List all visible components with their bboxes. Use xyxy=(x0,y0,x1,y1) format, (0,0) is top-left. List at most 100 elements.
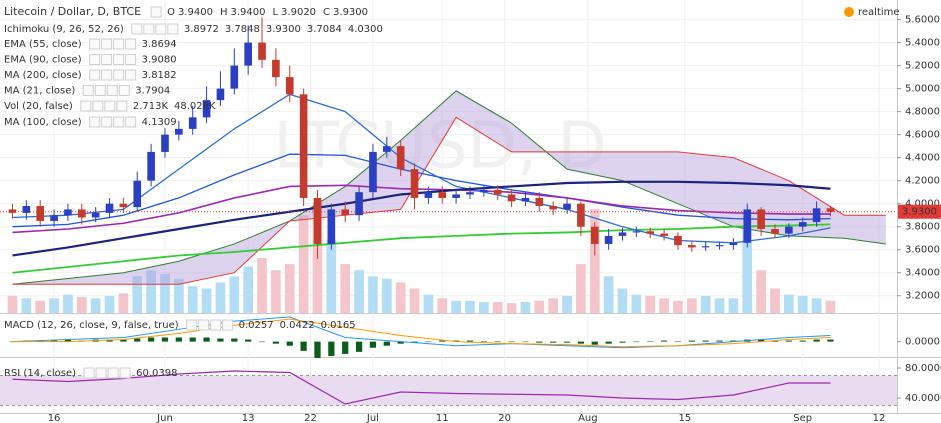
legend-button xyxy=(186,319,198,331)
macd-histogram-bar xyxy=(508,341,515,343)
candle-body xyxy=(77,209,86,218)
volume-bar xyxy=(700,295,711,313)
legend-button xyxy=(125,54,137,65)
candle-body xyxy=(258,42,266,60)
volume-bar xyxy=(659,298,669,313)
macd-histogram-bar xyxy=(355,341,363,352)
legend-name: MA (200, close) xyxy=(4,70,82,81)
macd-histogram-bar xyxy=(799,340,806,342)
ichimoku-cloud xyxy=(12,90,886,285)
legend-button xyxy=(107,367,119,379)
legend-value: 2.713K xyxy=(133,101,169,112)
candle-body xyxy=(549,205,557,210)
candle-body xyxy=(8,209,17,213)
volume-bar xyxy=(271,270,281,313)
macd-histogram-bar xyxy=(522,341,529,343)
macd-histogram-bar xyxy=(383,341,390,346)
macd-histogram-bar xyxy=(702,340,709,342)
y-tick-label: 40.0000 xyxy=(905,393,941,404)
quote-key: H xyxy=(220,7,228,18)
x-tick-label: 11 xyxy=(436,413,449,423)
legend-button xyxy=(92,100,104,112)
candle-body xyxy=(618,232,627,236)
candle-body xyxy=(410,169,419,198)
macd-histogram-bar xyxy=(466,340,474,342)
candle-body xyxy=(480,189,488,193)
candle-body xyxy=(452,194,460,198)
macd-histogram-bar xyxy=(425,341,432,343)
macd-histogram-bar xyxy=(494,341,501,342)
y-tick-label: 3.6000 xyxy=(905,245,940,256)
macd-histogram-bar xyxy=(619,341,626,343)
candle-body xyxy=(355,192,363,216)
candle-body xyxy=(590,226,599,244)
legend-name: Vol (20, false) xyxy=(4,101,73,112)
candle-body xyxy=(798,222,807,227)
candle-body xyxy=(91,212,100,218)
last-price-label: 3.9300 xyxy=(902,207,937,218)
candle-body xyxy=(50,215,58,221)
x-tick-label: Jul xyxy=(366,413,379,423)
candle-body xyxy=(327,209,336,244)
quote-value: 3.9300 xyxy=(333,7,368,18)
volume-bar xyxy=(756,270,766,313)
candle-body xyxy=(646,231,655,234)
candle-body xyxy=(715,245,724,247)
legend-button xyxy=(104,100,116,112)
macd-histogram-bar xyxy=(563,341,571,343)
candle-body xyxy=(175,128,183,135)
macd-histogram-bar xyxy=(674,341,682,342)
legend-name: Ichimoku (9, 26, 52, 26) xyxy=(4,24,124,35)
legend-button xyxy=(83,367,95,379)
candle-body xyxy=(313,197,322,244)
realtime-icon xyxy=(844,7,854,17)
volume-bar xyxy=(160,273,170,313)
volume-bar xyxy=(257,257,267,313)
legend-button xyxy=(118,85,130,96)
candle-body xyxy=(133,180,142,208)
x-tick-label: 15 xyxy=(679,413,692,423)
x-tick-label: 20 xyxy=(498,413,511,423)
y-tick-label: 5.0000 xyxy=(905,84,940,95)
volume-bar xyxy=(395,282,406,313)
legend-button xyxy=(113,54,125,65)
macd-histogram-bar xyxy=(453,340,460,342)
legend-value: 0.0165 xyxy=(321,320,356,331)
macd-histogram-bar xyxy=(272,341,280,344)
volume-bar xyxy=(520,301,531,313)
legend-button xyxy=(125,38,137,50)
volume-bar xyxy=(479,301,489,313)
candle-body xyxy=(493,189,502,195)
ichimoku-span-a xyxy=(12,90,886,285)
legend-button xyxy=(80,100,92,112)
legend-button xyxy=(106,85,118,96)
candle-body xyxy=(119,203,128,208)
candle-body xyxy=(577,203,585,227)
legend-button xyxy=(89,69,101,81)
volume-bar xyxy=(284,264,295,313)
candle-body xyxy=(535,197,544,206)
volume-bar xyxy=(381,278,392,313)
candle-body xyxy=(244,42,252,66)
ichimoku-span-b xyxy=(12,116,886,285)
volume-bar xyxy=(368,276,378,313)
candle-body xyxy=(757,209,765,229)
volume-bar xyxy=(437,298,448,313)
y-tick-label: 5.6000 xyxy=(905,15,940,26)
macd-histogram-bar xyxy=(827,339,834,342)
y-tick-label: 4.8000 xyxy=(905,107,940,118)
candle-body xyxy=(161,134,169,152)
volume-bar xyxy=(548,298,559,313)
macd-histogram-bar xyxy=(411,341,418,343)
volume-bar xyxy=(811,298,822,313)
legend-value: 0.0422 xyxy=(280,320,315,331)
candle-body xyxy=(147,151,155,181)
volume-bar xyxy=(728,298,739,313)
candle-body xyxy=(466,192,474,195)
macd-histogram-bar xyxy=(37,340,44,342)
candle-body xyxy=(785,226,793,234)
volume-bar xyxy=(104,295,115,313)
macd-histogram-bar xyxy=(730,340,737,342)
volume-bar xyxy=(770,288,780,313)
candle-body xyxy=(424,192,433,198)
